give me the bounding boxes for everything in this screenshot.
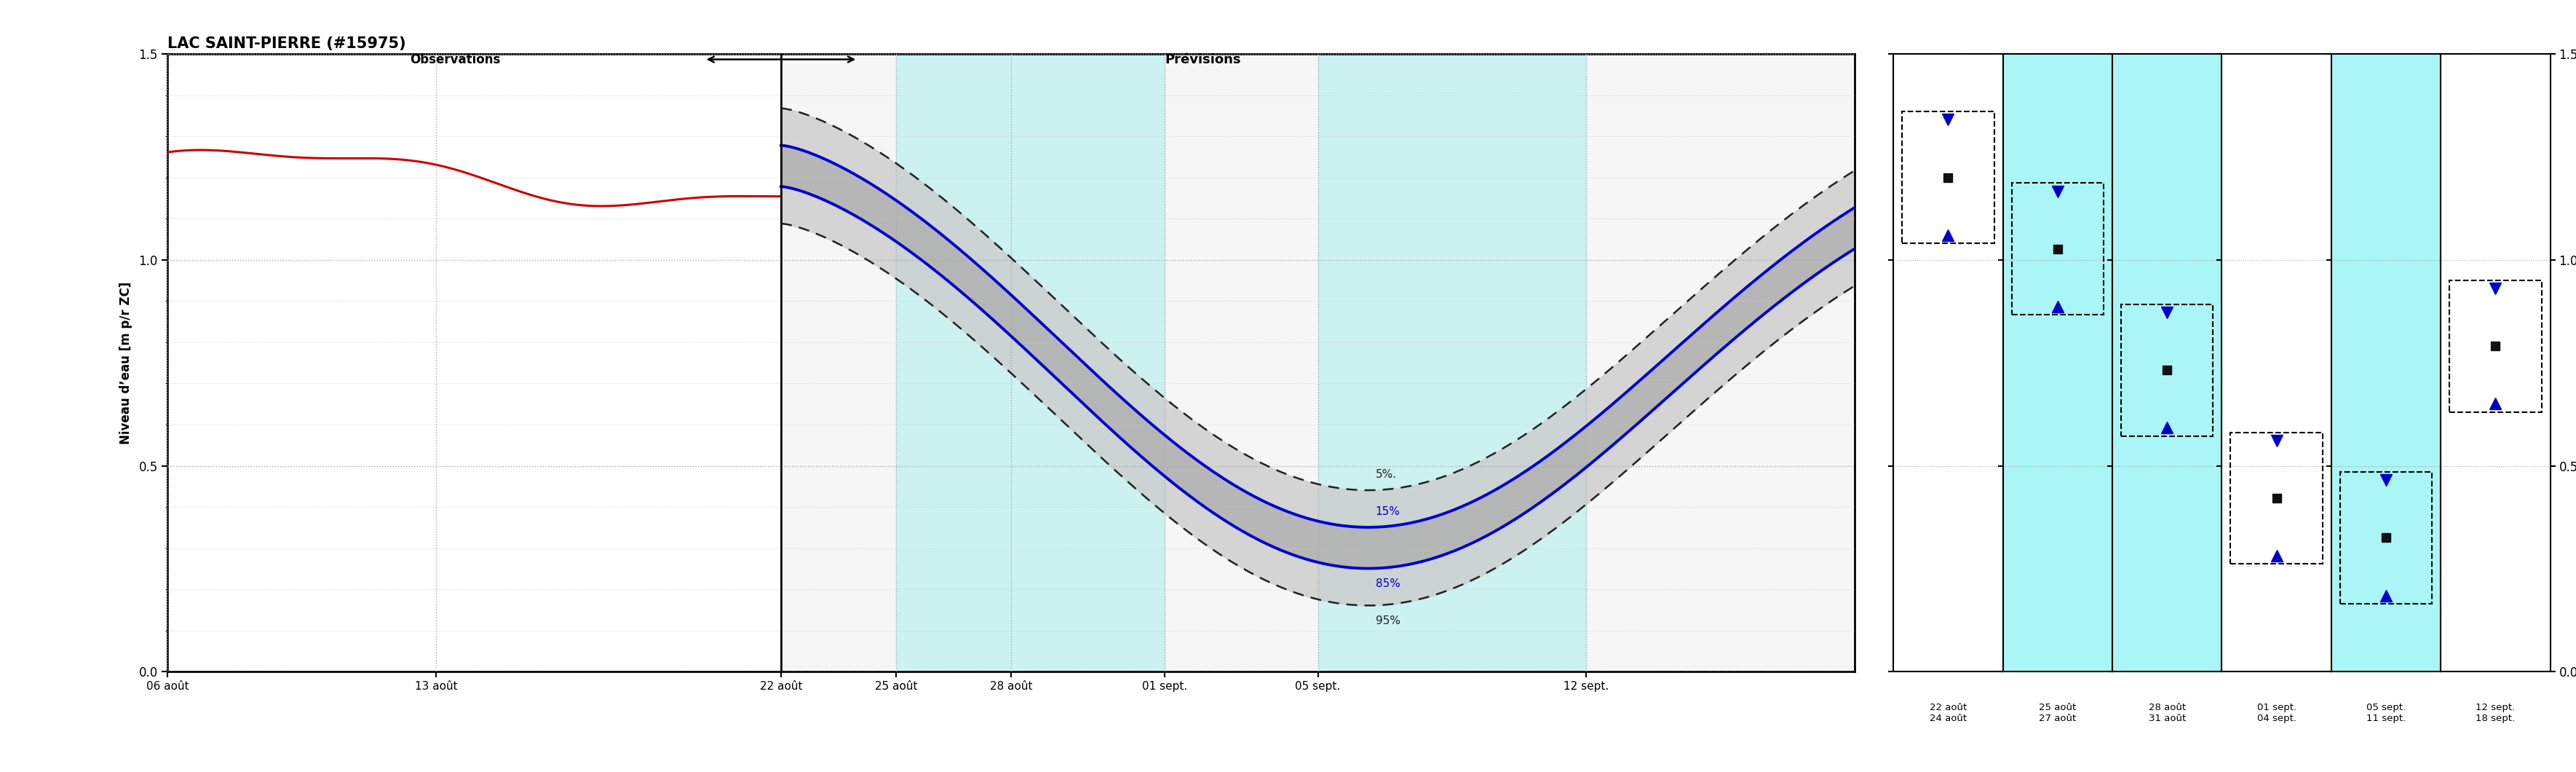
Y-axis label: Niveau d’eau [m p/r ZC]: Niveau d’eau [m p/r ZC]	[118, 282, 131, 444]
Bar	[2012, 183, 2105, 315]
Text: 22 août
24 août: 22 août 24 août	[1929, 703, 1965, 723]
Bar	[2450, 280, 2543, 412]
Text: 28 août
31 août: 28 août 31 août	[2148, 703, 2184, 723]
Bar	[1319, 54, 1587, 672]
Bar	[2231, 432, 2324, 564]
Text: 5%.: 5%.	[1376, 469, 1396, 479]
Text: 25 août
27 août: 25 août 27 août	[2040, 703, 2076, 723]
Bar	[1901, 112, 1994, 243]
Text: Prévisions: Prévisions	[1164, 52, 1242, 66]
Text: 01 sept.
04 sept.: 01 sept. 04 sept.	[2257, 703, 2295, 723]
Text: 85%: 85%	[1376, 578, 1399, 590]
Text: 15%: 15%	[1376, 506, 1399, 516]
Text: LAC SAINT-PIERRE (#15975): LAC SAINT-PIERRE (#15975)	[167, 36, 407, 51]
Text: Observations: Observations	[410, 52, 500, 66]
Text: 12 sept.
18 sept.: 12 sept. 18 sept.	[2476, 703, 2514, 723]
Text: 95%: 95%	[1376, 615, 1401, 627]
Bar	[2339, 472, 2432, 604]
Bar	[781, 54, 1855, 672]
Bar	[2120, 304, 2213, 436]
Text: 05 sept.
11 sept.: 05 sept. 11 sept.	[2367, 703, 2406, 723]
Bar	[896, 54, 1164, 672]
